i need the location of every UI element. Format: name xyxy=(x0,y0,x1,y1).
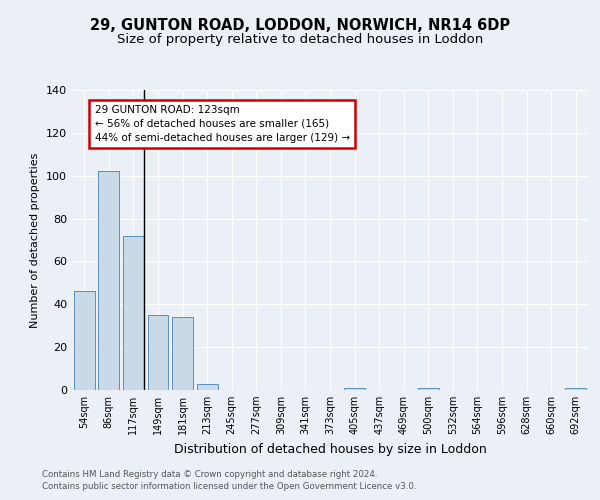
Bar xyxy=(565,388,586,390)
Bar xyxy=(172,317,193,390)
Bar xyxy=(197,384,218,390)
Bar xyxy=(123,236,144,390)
X-axis label: Distribution of detached houses by size in Loddon: Distribution of detached houses by size … xyxy=(173,442,487,456)
Text: 29, GUNTON ROAD, LODDON, NORWICH, NR14 6DP: 29, GUNTON ROAD, LODDON, NORWICH, NR14 6… xyxy=(90,18,510,32)
Text: Size of property relative to detached houses in Loddon: Size of property relative to detached ho… xyxy=(117,32,483,46)
Y-axis label: Number of detached properties: Number of detached properties xyxy=(31,152,40,328)
Bar xyxy=(74,292,95,390)
Text: 29 GUNTON ROAD: 123sqm
← 56% of detached houses are smaller (165)
44% of semi-de: 29 GUNTON ROAD: 123sqm ← 56% of detached… xyxy=(95,105,350,143)
Bar xyxy=(344,388,365,390)
Bar xyxy=(98,172,119,390)
Bar xyxy=(148,315,169,390)
Text: Contains HM Land Registry data © Crown copyright and database right 2024.: Contains HM Land Registry data © Crown c… xyxy=(42,470,377,479)
Bar xyxy=(418,388,439,390)
Text: Contains public sector information licensed under the Open Government Licence v3: Contains public sector information licen… xyxy=(42,482,416,491)
